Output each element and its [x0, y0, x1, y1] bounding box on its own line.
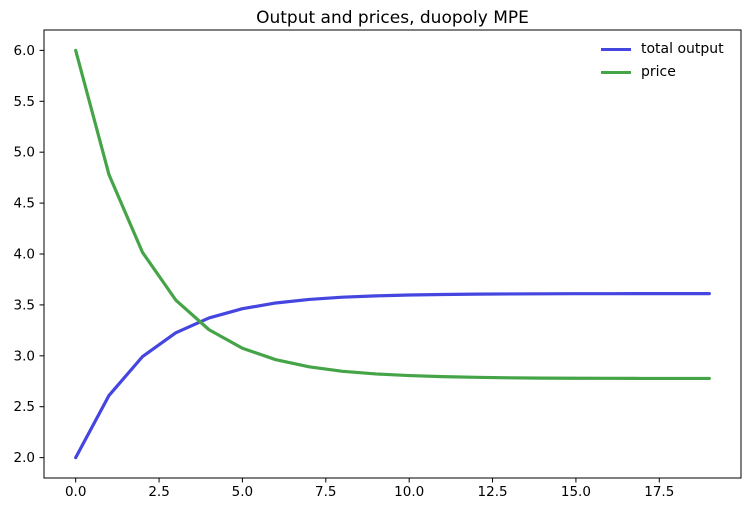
y-tick-label: 5.0 [14, 145, 35, 161]
line-total-output [74, 292, 711, 460]
line-price [74, 48, 711, 381]
chart-title: Output and prices, duopoly MPE [256, 8, 529, 28]
x-tick-label: 5.0 [232, 484, 253, 500]
legend-label-price: price [641, 64, 676, 80]
x-tick-label: 17.5 [644, 484, 674, 500]
legend-line-total-output-swatch [601, 47, 631, 51]
x-tick-label: 10.0 [394, 484, 424, 500]
legend-label-total-output: total output [641, 41, 724, 57]
y-tick-label: 5.5 [14, 94, 35, 110]
axes-spines [43, 29, 742, 479]
x-tick-label: 15.0 [561, 484, 591, 500]
legend: total output price [601, 40, 724, 81]
legend-item-total-output: total output [601, 40, 724, 58]
y-tick-label: 2.5 [14, 399, 35, 415]
x-tick-label: 7.5 [315, 484, 336, 500]
y-tick-label: 3.0 [14, 348, 35, 364]
y-tick-label: 4.5 [14, 196, 35, 212]
x-tick-label: 0.0 [65, 484, 86, 500]
x-tick-label: 2.5 [148, 484, 169, 500]
y-tick-label: 4.0 [14, 247, 35, 263]
legend-line-price-swatch [601, 70, 631, 74]
y-tick-label: 3.5 [14, 297, 35, 313]
y-tick-label: 2.0 [14, 450, 35, 466]
x-tick-label: 12.5 [478, 484, 508, 500]
y-tick-label: 6.0 [14, 43, 35, 59]
legend-item-price: price [601, 63, 724, 81]
